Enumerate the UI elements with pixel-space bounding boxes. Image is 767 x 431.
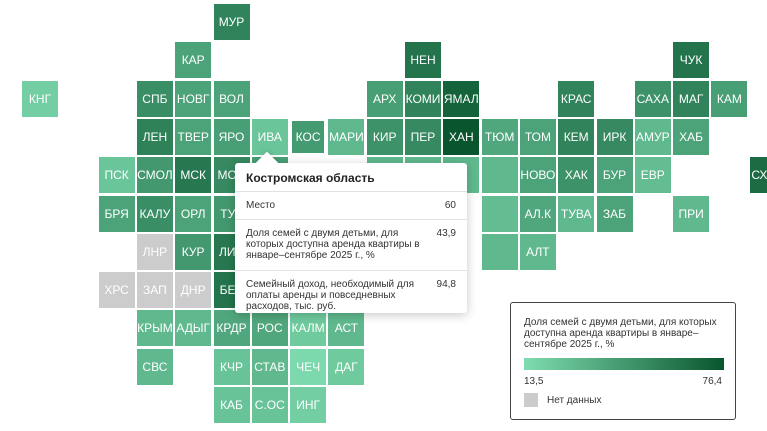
region-tile[interactable]: СПБ [136,80,173,117]
region-tile[interactable]: ЯРО [213,118,250,155]
region-tile[interactable]: ЯМАЛ [443,80,480,117]
region-tile[interactable]: ЗАБ [596,195,633,232]
region-tile[interactable]: ТВЕР [175,118,212,155]
tooltip-row-rank: Место 60 [235,192,467,220]
region-tile[interactable]: САХА [634,80,671,117]
region-tile[interactable]: КРЫМ [136,310,173,347]
region-tile[interactable]: КРДР [213,310,250,347]
region-tile[interactable]: ДНР [175,272,212,309]
legend-color-scale [524,358,724,370]
region-tile[interactable]: НОВГ [175,80,212,117]
region-tile[interactable]: ТУВА [558,195,595,232]
tooltip-income-value: 94,8 [436,279,456,290]
region-tile[interactable]: ПЕР [405,118,441,155]
region-tile[interactable]: ЕВР [634,157,671,194]
region-tile[interactable]: КОС [290,118,327,155]
region-tile[interactable]: БУР [596,157,633,194]
region-tile[interactable]: КИР [366,118,403,155]
region-tile[interactable]: АМУР [634,118,671,155]
region-tile[interactable]: СТАВ [251,348,288,385]
region-tile[interactable]: ИРК [596,118,633,155]
region-tooltip: Костромская область Место 60 Доля семей … [235,151,467,313]
no-data-label: Нет данных [547,395,602,406]
region-tile[interactable]: ИВА [251,118,288,155]
region-tile[interactable]: МСК [175,157,212,194]
region-tile[interactable]: КАЛМ [290,310,327,347]
region-tile[interactable]: БРЯ [98,195,135,232]
region-tile[interactable]: КАБ [213,387,250,423]
region-tile[interactable]: ОРЛ [175,195,212,232]
region-tile[interactable]: ПРИ [673,195,710,232]
tooltip-rank-value: 60 [444,200,456,211]
region-tile[interactable]: ХАК [558,157,595,194]
map-legend: Доля семей с двумя детьми, для которых д… [510,302,736,420]
region-tile[interactable]: НОВО [519,157,556,194]
region-tile[interactable]: КРАС [558,80,595,117]
tooltip-income-label: Семейный доход, необходимый для оплаты а… [246,279,414,312]
region-tile[interactable]: КАЛУ [136,195,173,232]
tooltip-share-value: 43,9 [436,228,456,239]
region-tile[interactable]: КОМИ [405,80,441,117]
region-tile[interactable]: СМОЛ [136,157,173,194]
tooltip-row-share: Доля семей с двумя детьми, для которых д… [235,220,467,271]
region-tile[interactable]: АДЫГ [175,310,212,347]
region-tile[interactable]: СХЛН [749,157,767,194]
region-tile[interactable]: КЧР [213,348,250,385]
tooltip-row-income: Семейный доход, необходимый для оплаты а… [235,271,467,318]
region-tile[interactable]: КУР [175,233,212,270]
region-tile[interactable]: ХРС [98,272,135,309]
tooltip-rank-label: Место [246,200,276,211]
region-tile-covered[interactable] [481,233,518,270]
region-tile[interactable]: ЧЕЧ [290,348,327,385]
region-tile[interactable]: МАГ [673,80,710,117]
tooltip-title: Костромская область [235,163,467,192]
region-tile[interactable]: АЛ.К [519,195,556,232]
region-tile[interactable]: НЕН [405,42,441,79]
region-tile[interactable]: ЛЕН [136,118,173,155]
legend-min-value: 13,5 [524,376,544,387]
region-tile[interactable]: РОС [251,310,288,347]
region-tile-covered[interactable] [481,157,518,194]
no-data-swatch [524,393,538,407]
region-tile[interactable]: ИНГ [290,387,327,423]
region-tile[interactable]: ХАБ [673,118,710,155]
region-tile[interactable]: ЧУК [673,42,710,79]
region-tile[interactable]: МАРИ [328,118,365,155]
legend-max-value: 76,4 [702,376,722,387]
region-tile[interactable]: МУР [213,4,250,40]
region-tile[interactable]: КАМ [711,80,748,117]
region-tile[interactable]: ТЮМ [481,118,518,155]
region-tile[interactable]: ТОМ [519,118,556,155]
region-tile[interactable]: ДАГ [328,348,365,385]
region-tile[interactable]: АСТ [328,310,365,347]
region-tile[interactable]: ЗАП [136,272,173,309]
region-tile[interactable]: ЛНР [136,233,173,270]
tooltip-share-label: Доля семей с двумя детьми, для которых д… [246,228,420,261]
region-tile[interactable]: КЕМ [558,118,595,155]
region-tile[interactable]: ПСК [98,157,135,194]
region-tile[interactable]: ВОЛ [213,80,250,117]
region-tile[interactable]: КНГ [22,80,58,117]
region-tile[interactable]: АРХ [366,80,403,117]
region-tile[interactable]: ХАН [443,118,480,155]
region-tile[interactable]: СВС [136,348,173,385]
region-tile-covered[interactable] [481,195,518,232]
region-tile[interactable]: С.ОС [251,387,288,423]
legend-title: Доля семей с двумя детьми, для которых д… [524,317,717,350]
region-tile[interactable]: КАР [175,42,212,79]
region-tile[interactable]: АЛТ [519,233,556,270]
